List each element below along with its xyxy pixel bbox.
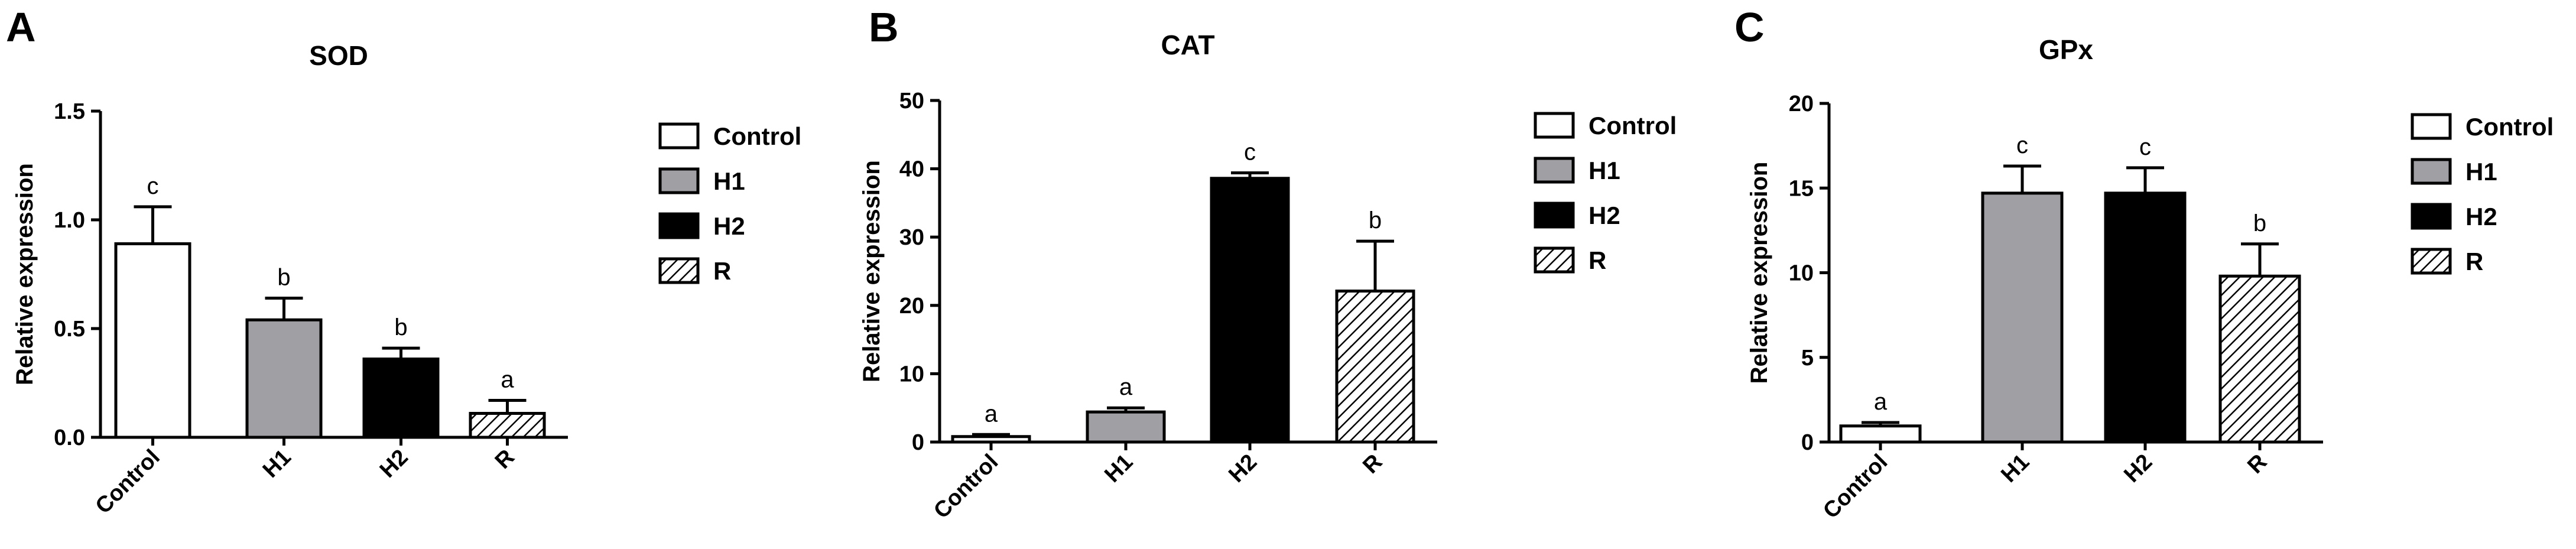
y-tick-label: 0.0 [54,425,85,450]
panel-A: A SOD Relative expression 0.0 0.5 1.0 1.5 c Cont… [6,4,801,519]
x-tick-label: R [2243,450,2272,479]
legend: Control H1 H2 R [1534,112,1677,274]
legend-swatch-r [658,257,700,284]
legend-swatch-control [1534,112,1575,139]
legend-label: H2 [713,212,745,240]
x-tick-label: Control [91,445,165,519]
x-tick-label: R [490,445,519,474]
bar-h1 [1981,191,2064,444]
legend-label: H1 [1589,157,1620,184]
bar-control [951,435,1031,444]
x-tick-label: H2 [1224,450,1262,488]
legend-label: R [1589,246,1606,274]
significance-label: c [2016,132,2028,158]
significance-label: c [1244,139,1256,165]
y-tick-label: 0 [912,430,924,455]
legend-label: H1 [2465,158,2497,186]
panel-letter: B [869,4,899,50]
bar-r [469,412,546,439]
legend-label: Control [1589,112,1677,139]
legend-swatch-r [1534,246,1575,274]
x-tick-label: H1 [1996,450,2034,488]
chart-title: GPx [2039,34,2093,65]
legend-label: Control [2465,113,2554,141]
x-tick-label: Control [929,450,1003,524]
legend-swatch-h1 [1534,157,1575,184]
panel-letter: C [1734,4,1765,50]
significance-label: c [147,173,159,199]
bar-h2 [2104,191,2187,444]
x-tick-label: H1 [258,445,296,483]
y-tick-label: 5 [1801,346,1814,371]
legend-swatch-h2 [658,212,700,239]
significance-label: a [1119,374,1133,400]
legend-swatch-control [2411,113,2452,140]
legend-swatch-h1 [2411,158,2452,185]
legend-swatch-h2 [2411,203,2452,230]
bar-h1 [245,318,323,439]
chart-title: SOD [309,40,368,71]
legend-label: H2 [1589,202,1620,229]
y-tick-label: 15 [1789,176,1814,201]
bar-h2 [362,358,440,439]
y-axis-label: Relative expression [859,160,885,382]
significance-label: b [277,264,290,290]
chart-title: CAT [1161,30,1214,60]
legend-label: H1 [713,167,745,195]
y-tick-label: 50 [899,89,924,113]
legend-swatch-h1 [658,167,700,194]
y-tick-label: 1.0 [54,208,85,233]
bar-h1 [1086,410,1166,444]
legend-label: R [713,257,731,285]
legend: Control H1 H2 R [658,122,801,285]
y-tick-label: 30 [899,225,924,250]
significance-label: c [2139,134,2151,160]
x-tick-label: H2 [2119,450,2157,488]
x-tick-label: Control [1818,450,1892,524]
legend-swatch-h2 [1534,202,1575,229]
y-tick-label: 40 [899,157,924,182]
y-tick-label: 10 [899,362,924,386]
y-tick-label: 1.5 [54,99,85,124]
significance-label: a [985,401,998,427]
y-tick-label: 10 [1789,261,1814,286]
y-axis-label: Relative expression [1746,162,1772,384]
legend: Control H1 H2 R [2411,113,2554,275]
panel-letter: A [6,4,36,50]
legend-swatch-control [658,122,700,150]
bar-r [1335,290,1415,444]
y-tick-label: 0.5 [54,317,85,342]
significance-label: b [1369,207,1382,233]
x-tick-label: H1 [1100,450,1138,488]
panel-C: C GPx Relative expression 0 5 10 15 20 a Control c… [1734,4,2554,524]
bar-control [1839,424,1922,444]
y-tick-label: 0 [1801,430,1814,455]
panel-B: B CAT Relative expression 0 10 20 30 40 50 a Contr… [859,4,1677,524]
y-axis-label: Relative expression [12,163,38,385]
legend-label: R [2465,248,2483,275]
legend-label: Control [713,122,801,150]
y-tick-label: 20 [899,294,924,319]
bar-h2 [1210,177,1290,444]
x-tick-label: H2 [375,445,413,483]
bar-control [114,242,191,439]
significance-label: a [501,366,514,392]
x-tick-label: R [1358,450,1387,479]
y-tick-label: 20 [1789,92,1814,116]
significance-label: b [2253,210,2266,236]
legend-label: H2 [2465,203,2497,230]
significance-label: b [394,314,407,340]
significance-label: a [1874,389,1888,415]
legend-swatch-r [2411,248,2452,275]
bar-r [2218,274,2301,444]
